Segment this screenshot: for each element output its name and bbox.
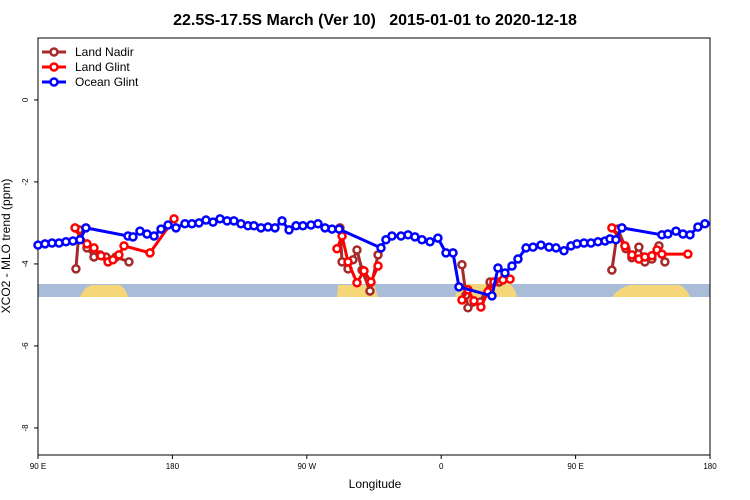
y-tick-label: -4: [21, 260, 30, 268]
data-point: [683, 249, 693, 259]
data-point: [376, 243, 386, 253]
data-point: [505, 274, 515, 284]
data-point: [500, 268, 510, 278]
data-point: [82, 239, 92, 249]
data-point: [469, 296, 479, 306]
data-point: [365, 286, 375, 296]
data-point: [454, 282, 464, 292]
data-point: [71, 264, 81, 274]
data-point: [156, 224, 166, 234]
data-point: [627, 250, 637, 260]
y-axis-label: XCO2 - MLO trend (ppm): [0, 179, 13, 314]
data-point: [270, 223, 280, 233]
data-point: [373, 261, 383, 271]
data-point: [536, 240, 546, 250]
data-point: [208, 217, 218, 227]
data-point: [128, 232, 138, 242]
data-point: [457, 295, 467, 305]
data-point: [81, 223, 91, 233]
data-point: [169, 214, 179, 224]
data-point: [493, 263, 503, 273]
y-tick-label: -2: [21, 178, 30, 186]
data-point: [663, 229, 673, 239]
data-point: [75, 234, 85, 245]
data-point: [343, 257, 353, 267]
data-point: [448, 248, 458, 258]
x-tick-label: 180: [166, 462, 180, 471]
data-point: [507, 261, 517, 271]
data-point: [607, 223, 617, 233]
data-point: [171, 223, 181, 233]
data-point: [487, 291, 497, 301]
legend-label: Land Glint: [75, 60, 130, 74]
data-point: [145, 248, 155, 258]
data-point: [284, 225, 294, 235]
data-point: [313, 218, 323, 229]
data-point: [124, 257, 134, 267]
data-point: [114, 250, 124, 260]
chart-title: 22.5S-17.5S March (Ver 10) 2015-01-01 to…: [173, 12, 577, 29]
data-point: [551, 243, 561, 253]
data-point: [513, 254, 523, 264]
legend-marker: [49, 62, 59, 72]
data-point: [660, 257, 670, 267]
data-point: [476, 302, 486, 312]
legend-label: Land Nadir: [75, 45, 134, 59]
land-blob: [612, 285, 690, 297]
data-point: [96, 250, 106, 261]
data-point: [634, 242, 644, 252]
y-tick-label: -6: [21, 342, 30, 350]
y-tick-label: -8: [21, 424, 30, 432]
data-point: [277, 216, 287, 226]
legend-label: Ocean Glint: [75, 75, 139, 89]
data-point: [463, 303, 473, 313]
data-point: [657, 249, 667, 259]
data-point: [89, 243, 99, 253]
data-point: [387, 231, 397, 241]
land-blob: [80, 285, 128, 297]
data-point: [457, 259, 467, 270]
data-point: [352, 245, 362, 255]
data-point: [685, 230, 695, 240]
x-tick-label: 90 E: [567, 462, 583, 471]
data-point: [352, 278, 362, 288]
x-tick-label: 180: [703, 462, 717, 471]
data-point: [528, 242, 538, 252]
data-point: [298, 221, 308, 231]
y-tick-label: 0: [21, 97, 30, 102]
data-point: [119, 241, 129, 251]
data-point: [163, 220, 173, 230]
x-tick-label: 90 W: [297, 462, 316, 471]
data-point: [620, 241, 630, 251]
data-point: [700, 218, 710, 229]
data-point: [425, 237, 435, 247]
data-point: [693, 222, 703, 232]
data-point: [607, 265, 617, 275]
data-point: [359, 266, 369, 276]
data-point: [149, 231, 159, 241]
x-tick-label: 0: [439, 462, 444, 471]
plot-frame: [37, 37, 711, 456]
data-point: [366, 277, 376, 287]
legend-marker: [49, 77, 59, 87]
data-point: [617, 223, 627, 233]
data-point: [559, 246, 569, 256]
data-point: [647, 250, 657, 261]
data-point: [417, 234, 427, 245]
data-point: [611, 234, 621, 245]
legend-marker: [49, 47, 59, 57]
data-point: [70, 223, 80, 233]
x-axis-label: Longitude: [349, 477, 402, 491]
data-point: [433, 233, 443, 243]
data-point: [332, 244, 342, 254]
data-point: [334, 224, 344, 234]
x-tick-label: 90 E: [30, 462, 46, 471]
data-point: [108, 255, 118, 265]
